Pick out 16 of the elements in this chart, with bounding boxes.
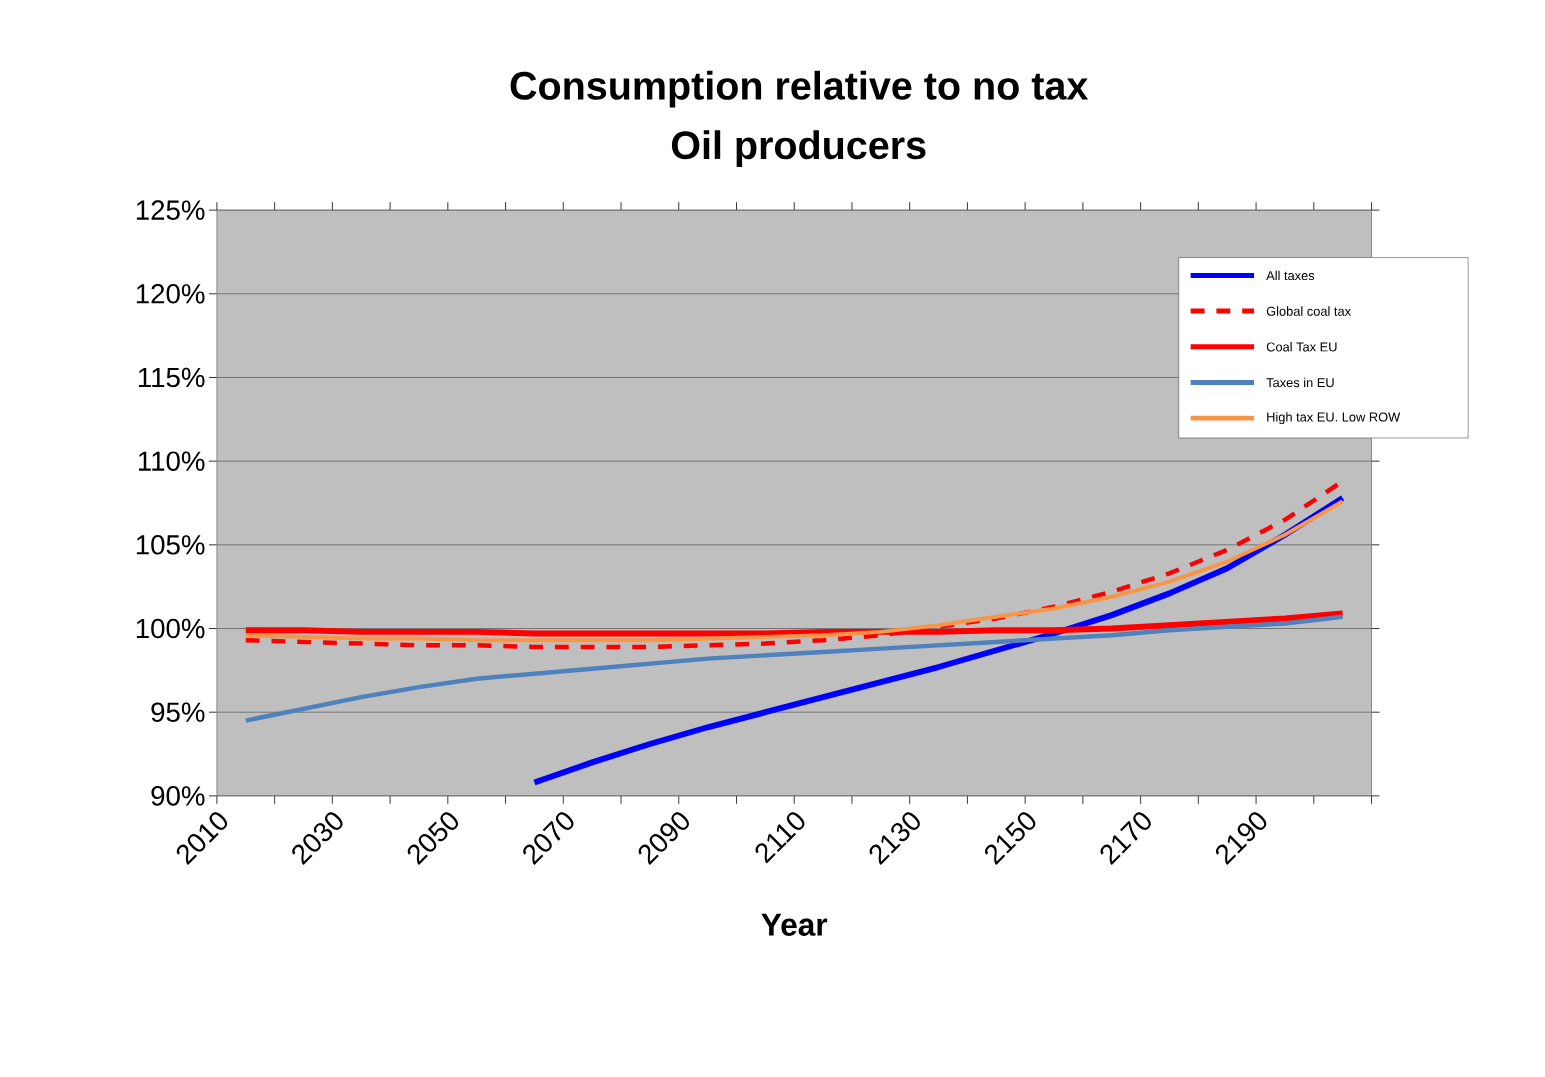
y-tick-label: 105% — [136, 534, 205, 555]
y-tick-label: 100% — [136, 618, 205, 639]
legend-label: Taxes in EU — [1266, 377, 1334, 387]
y-tick-label: 95% — [151, 702, 205, 722]
y-tick-label: 90% — [151, 785, 205, 806]
x-axis-title: Year — [761, 913, 828, 936]
legend-label: Coal Tax EU — [1266, 341, 1337, 352]
y-tick-label: 110% — [138, 451, 205, 471]
y-tick-label: 115% — [138, 367, 205, 388]
y-tick-label: 120% — [136, 283, 205, 304]
legend-label: High tax EU. Low ROW — [1267, 411, 1401, 424]
legend-label: Global coal tax — [1266, 306, 1351, 316]
chart-title: Consumption relative to no tax — [510, 70, 1089, 108]
chart-subtitle: Oil producers — [671, 130, 926, 167]
legend-label: All taxes — [1266, 270, 1315, 280]
y-tick-label: 125% — [136, 200, 205, 220]
